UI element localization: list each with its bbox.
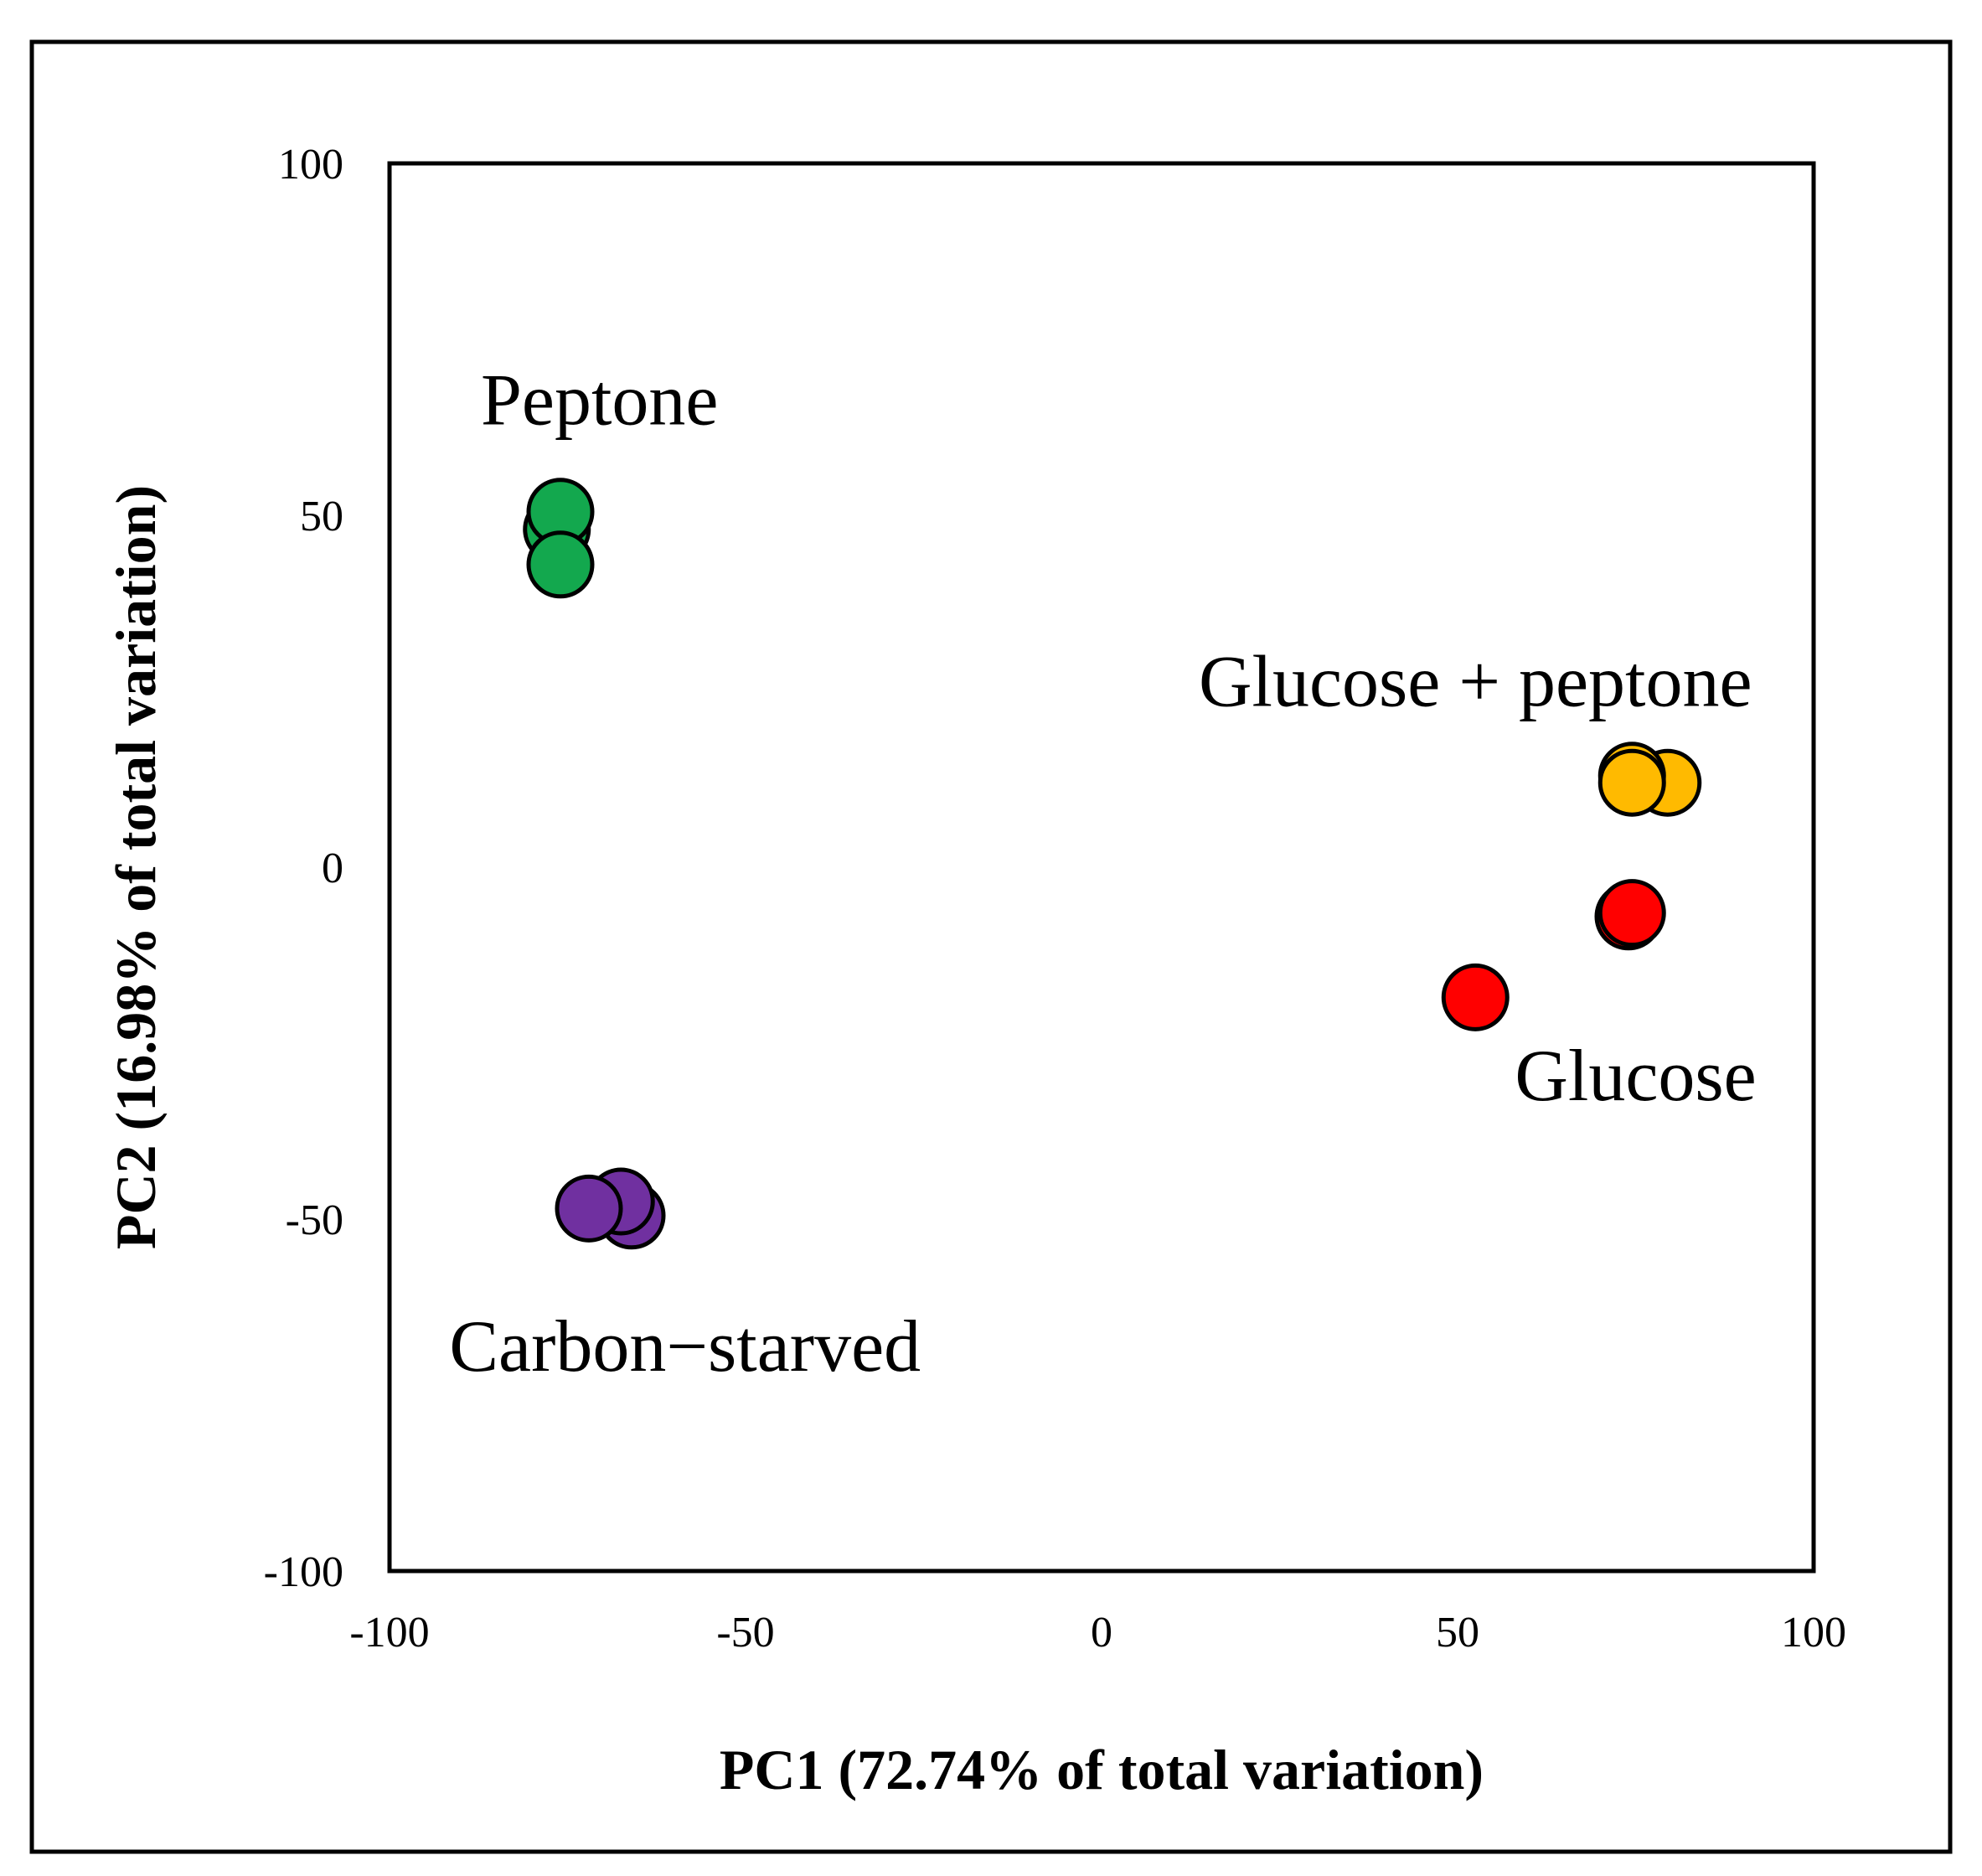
x-tick-label: -50	[716, 1609, 774, 1656]
y-tick-label: 50	[300, 493, 343, 540]
x-axis-title: PC1 (72.74% of total variation)	[720, 1738, 1484, 1801]
y-tick-label: -100	[264, 1548, 343, 1596]
group-label: Glucose	[1515, 1036, 1756, 1117]
x-axis-ticks: -100 -50 0 50 100	[349, 1609, 1846, 1656]
data-point	[555, 1174, 623, 1243]
x-tick-label: 50	[1436, 1609, 1479, 1656]
y-axis-title: PC2 (16.98% of total variation)	[104, 485, 168, 1249]
y-tick-label: 100	[278, 141, 343, 189]
y-tick-label: -50	[286, 1196, 343, 1244]
group-label: Glucose + peptone	[1199, 641, 1752, 722]
group-label: Carbon−starved	[449, 1306, 921, 1388]
x-tick-label: -100	[349, 1609, 429, 1656]
group-labels: Peptone Glucose + peptone Glucose Carbon−st…	[449, 359, 1756, 1388]
plot-area	[387, 161, 1816, 1574]
data-point	[526, 530, 595, 599]
group-label: Peptone	[481, 359, 719, 441]
data-point	[1597, 748, 1666, 817]
data-point	[1597, 879, 1666, 948]
x-tick-label: 0	[1091, 1609, 1112, 1656]
y-tick-label: 0	[322, 845, 343, 892]
y-axis-ticks: 100 50 0 -50 -100	[264, 141, 343, 1596]
x-tick-label: 100	[1781, 1609, 1846, 1656]
data-points	[523, 478, 1702, 1250]
data-point	[1441, 963, 1510, 1031]
